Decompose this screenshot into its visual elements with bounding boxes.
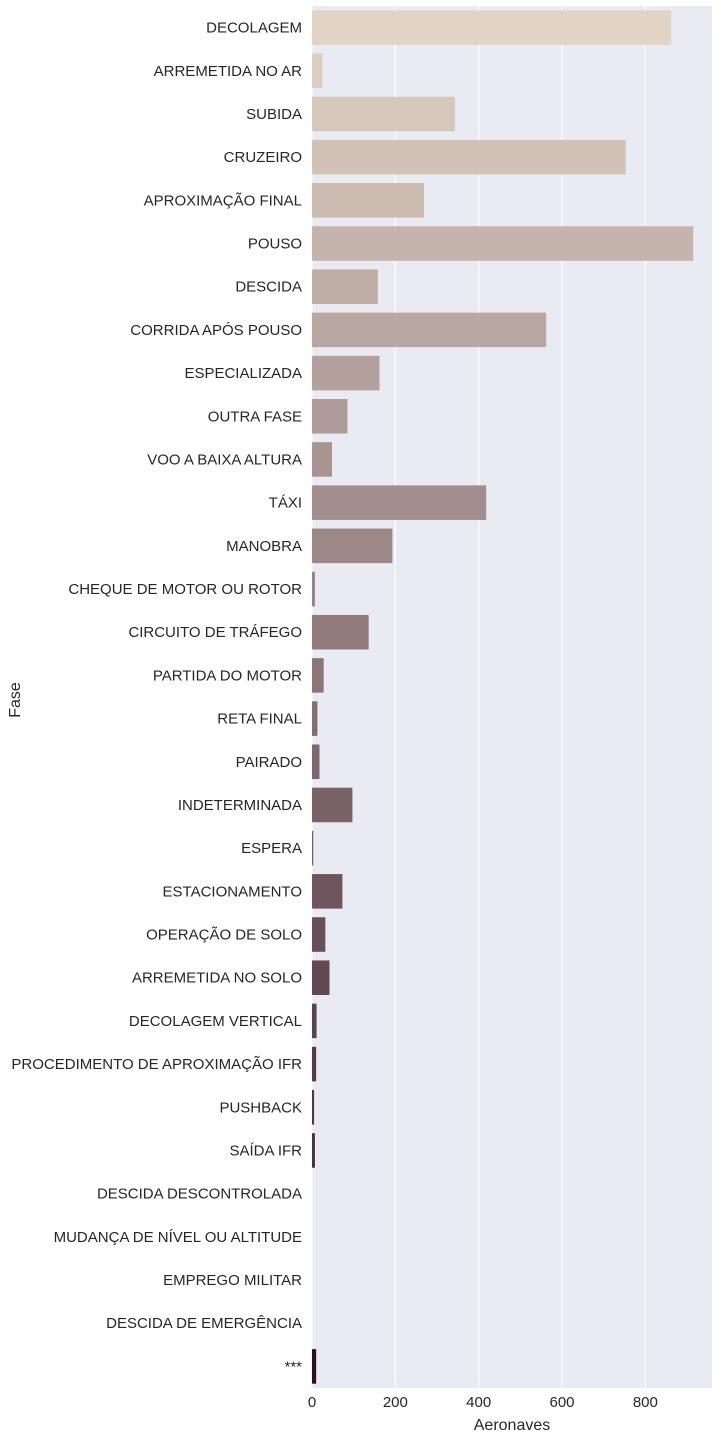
- bar: [312, 917, 326, 952]
- y-tick-label: APROXIMAÇÃO FINAL: [144, 192, 302, 209]
- y-tick-label: ***: [284, 1358, 302, 1375]
- x-tick-labels: 0 200 400 600 800: [308, 1394, 658, 1411]
- bar: [312, 139, 626, 175]
- y-tick-label: TÁXI: [269, 495, 302, 512]
- y-tick-label: ARREMETIDA NO SOLO: [132, 970, 302, 987]
- y-axis-title: Fase: [7, 682, 24, 718]
- y-tick-label: PAIRADO: [236, 754, 302, 771]
- x-tick-label: 400: [466, 1394, 491, 1411]
- y-tick-label: EMPREGO MILITAR: [163, 1272, 302, 1289]
- x-tick-label: 200: [383, 1394, 408, 1411]
- y-tick-label: ARREMETIDA NO AR: [154, 63, 303, 80]
- x-tick-label: 600: [549, 1394, 574, 1411]
- y-tick-label: DESCIDA: [235, 279, 302, 296]
- y-tick-label: CIRCUITO DE TRÁFEGO: [128, 624, 302, 641]
- y-tick-label: DESCIDA DESCONTROLADA: [97, 1186, 302, 1203]
- bar: [312, 701, 318, 736]
- y-tick-label: CORRIDA APÓS POUSO: [130, 322, 302, 339]
- bar: [312, 96, 455, 132]
- y-tick-label: ESPERA: [241, 840, 302, 857]
- bar: [312, 1090, 315, 1125]
- bar: [312, 960, 330, 995]
- y-tick-label: PROCEDIMENTO DE APROXIMAÇÃO IFR: [11, 1056, 302, 1073]
- x-tick-label: 800: [633, 1394, 658, 1411]
- bar: [312, 53, 323, 89]
- bar: [312, 355, 380, 391]
- x-tick-label: 0: [308, 1394, 316, 1411]
- bar: [312, 226, 694, 261]
- bar: [312, 571, 315, 607]
- bar: [312, 399, 348, 434]
- x-axis-title: Aeronaves: [474, 1417, 551, 1434]
- bar: [312, 528, 393, 564]
- y-tick-label: INDETERMINADA: [178, 797, 302, 814]
- y-tick-label: CHEQUE DE MOTOR OU ROTOR: [68, 581, 302, 598]
- y-tick-label: SUBIDA: [246, 106, 302, 123]
- bar: [312, 183, 425, 218]
- bar: [312, 442, 332, 477]
- bar: [312, 830, 314, 866]
- bar: [312, 269, 378, 304]
- bar: [312, 1003, 317, 1039]
- y-tick-label: OPERAÇÃO DE SOLO: [146, 927, 302, 944]
- y-tick-labels: DECOLAGEM ARREMETIDA NO AR SUBIDA CRUZEIRO A…: [11, 20, 302, 1376]
- bar: [312, 787, 353, 823]
- bar: [312, 874, 343, 909]
- bar: [312, 1349, 317, 1384]
- y-tick-label: ESPECIALIZADA: [184, 365, 302, 382]
- y-tick-label: PUSHBACK: [219, 1099, 302, 1116]
- y-tick-label: CRUZEIRO: [224, 149, 302, 166]
- y-tick-label: POUSO: [248, 236, 302, 253]
- bars: [312, 10, 694, 1384]
- bar: [312, 485, 487, 520]
- y-tick-label: RETA FINAL: [217, 711, 302, 728]
- y-tick-label: ESTACIONAMENTO: [163, 883, 302, 900]
- bar: [312, 312, 547, 348]
- y-tick-label: DECOLAGEM: [206, 20, 302, 37]
- bar: [312, 1133, 315, 1168]
- bar: [312, 658, 324, 693]
- bar: [312, 744, 320, 780]
- y-tick-label: DESCIDA DE EMERGÊNCIA: [106, 1315, 302, 1332]
- y-tick-label: MANOBRA: [226, 538, 302, 555]
- y-tick-label: PARTIDA DO MOTOR: [153, 667, 302, 684]
- y-tick-label: SAÍDA IFR: [229, 1142, 302, 1159]
- y-tick-label: VOO A BAIXA ALTURA: [147, 451, 302, 468]
- bar: [312, 10, 672, 45]
- y-tick-label: MUDANÇA DE NÍVEL OU ALTITUDE: [54, 1229, 302, 1246]
- bar: [312, 1046, 317, 1082]
- y-tick-label: DECOLAGEM VERTICAL: [129, 1013, 302, 1030]
- bar: [312, 614, 369, 650]
- y-tick-label: OUTRA FASE: [208, 408, 302, 425]
